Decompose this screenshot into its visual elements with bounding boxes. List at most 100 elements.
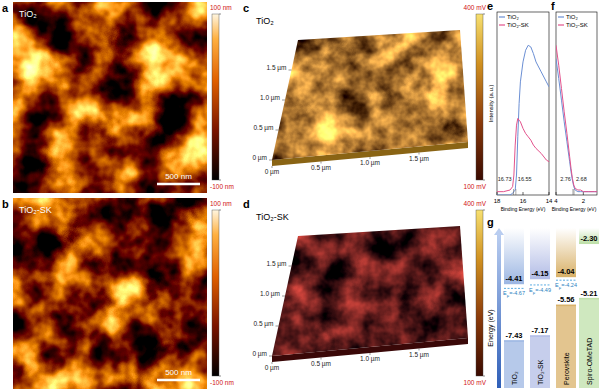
axis-title: Energy (eV) [487,309,495,346]
colorbar-label: 100 nm [210,4,232,11]
plot-area [556,45,597,191]
tick-label: 1.5 µm [266,260,286,268]
kpfm-panel: TiO₂0 µm0.5 µm1.0 µm1.5 µm0 µm0.5 µm1.0 … [252,16,468,176]
panel-letter: e [487,0,493,12]
tick [523,192,524,195]
energy-column: -4.04-5.56PerovskiteEF=-4.24 [555,228,577,388]
axis-title: Binding Energy (eV) [552,206,597,212]
tick [276,326,279,327]
colorbar-label: 100 mV [464,379,487,386]
cb-box [530,228,550,278]
tick [276,130,279,131]
tick [269,160,272,161]
tick-label: 2 [582,198,586,204]
tick-label: 4 [554,198,558,204]
scale-bar [157,379,200,382]
fermi-label: EF=-4.49 [529,287,551,296]
vb-level [579,298,599,300]
line-chart: 42Binding Energy (eV)TiO₂TiO₂-SK2.762.68 [552,12,597,212]
label-part: =-4.24 [561,282,577,288]
fermi-label: EF=-4.67 [503,290,525,299]
colorbar-label: -100 nm [210,379,234,386]
line-chart: 181614Binding Energy (eV)Intensity (a.u.… [488,12,553,212]
afm-image [13,198,207,389]
kpfm-panel: TiO₂-SK0 µm0.5 µm1.0 µm1.5 µm0 µm0.5 µm1… [252,212,468,372]
label-part: =-4.49 [535,287,551,293]
legend-label: TiO₂-SK [566,22,588,28]
colorbar-tick [219,180,221,181]
panel-title: TiO₂-SK [256,212,289,222]
annotation: 2.76 [560,176,571,182]
annotation: 16.73 [498,176,512,182]
series-line [497,45,549,195]
plot-frame [556,12,597,195]
panel-letter: d [243,198,250,210]
tick [549,192,550,195]
colorbar-tick [483,376,485,377]
afm-panel: TiO₂500 nm [13,2,207,193]
level-label: -4.15 [531,269,548,278]
legend: TiO₂TiO₂-SK [499,14,529,28]
colorbar-tick [219,210,221,211]
tick-label: 0 µm [252,350,267,358]
tick-label: 1.5 µm [409,155,429,163]
energy-column: -4.41-7.43TiO₂EF=-4.67 [503,228,525,388]
colorbar: 400 mV 100 mV [464,200,487,386]
series-line [556,45,597,191]
legend-label: TiO₂ [507,14,519,20]
annotation-marker [574,189,575,195]
fermi-level [556,280,576,281]
column-name: TiO₂-SK [537,359,544,385]
tick-label: 16 [520,198,527,204]
colorbar: 400 mV100 mV [464,4,487,190]
tick [282,296,285,297]
tick-label: 0.5 µm [253,124,273,132]
tick-label: 0 µm [252,154,267,162]
legend-swatch [558,16,564,17]
legend-swatch [558,24,564,25]
series-line [556,59,597,192]
tick-label: 1.0 µm [360,159,380,167]
colorbar-bar [476,210,483,376]
panel-title: TiO₂ [256,16,274,26]
scale-bar-label: 500 nm [165,172,192,181]
tick-label: 0.5 µm [253,320,273,328]
vb-box [579,299,599,388]
colorbar-label: 400 mV [464,200,487,207]
surface [272,30,468,160]
colorbar-tick [219,14,221,15]
plot-frame [497,12,549,195]
tick [269,356,272,357]
level-label: -4.04 [557,267,575,276]
plot-area [497,45,549,195]
tick-label: 0 µm [265,364,280,372]
level-label: -2.30 [580,234,597,243]
tick-label: 1.5 µm [409,351,429,359]
vb-box [556,305,576,388]
level-label: -7.17 [531,326,548,335]
cb-box [504,228,524,283]
vb-level [556,305,576,307]
vb-level [504,340,524,342]
vb-box [530,336,550,388]
annotation: 16.55 [518,176,532,182]
colorbar-tick [483,14,485,15]
tick [556,192,557,195]
colorbar-bar [212,14,219,180]
tick-label: 1.5 µm [266,64,286,72]
energy-arrowhead [494,228,504,235]
colorbar-tick [483,180,485,181]
vb-level [530,335,550,337]
panel-letter: b [2,198,9,210]
afm-image [13,2,207,193]
tick [583,192,584,195]
colorbar-bar [212,210,219,376]
column-name: Perovskite [563,352,570,385]
tick-label: 0.5 µm [311,164,331,172]
level-label: -7.43 [505,331,522,340]
tick-label: 0 µm [265,168,280,176]
tick-label: 14 [546,198,553,204]
label-part: =-4.67 [509,290,525,296]
tick [289,266,292,267]
series-line [497,118,549,191]
